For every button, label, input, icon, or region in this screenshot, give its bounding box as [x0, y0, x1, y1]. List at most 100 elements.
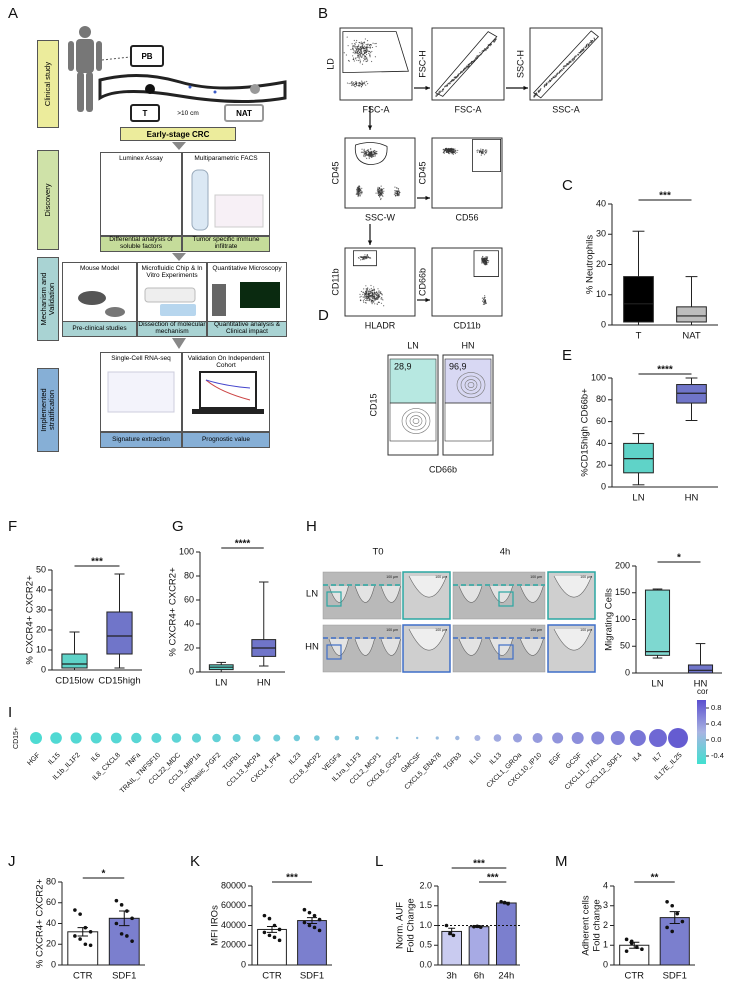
gate [473, 250, 499, 277]
event-dot [361, 151, 363, 153]
event-dot [367, 290, 369, 292]
channel-outline [354, 638, 375, 656]
event-dot [373, 295, 375, 298]
event-dot [563, 67, 565, 69]
event-dot [352, 47, 354, 50]
event-dot [357, 53, 360, 55]
y-tick-label: 20 [596, 460, 606, 470]
event-dot [368, 52, 370, 54]
density-contour [464, 379, 478, 391]
event-dot [366, 60, 368, 62]
scale-bar-label: 100 µm [530, 575, 542, 579]
event-dot [378, 301, 380, 304]
timepoint-label: 4h [500, 547, 511, 558]
panel-label: A [8, 5, 18, 22]
correlation-dot [131, 732, 142, 744]
event-dot [442, 148, 445, 150]
event-dot [480, 151, 483, 153]
event-dot [572, 60, 574, 62]
event-dot [374, 293, 376, 296]
y-tick-label: 40 [184, 618, 194, 628]
event-dot [453, 79, 455, 82]
y-tick-label: 80 [596, 394, 606, 404]
flow-y-label: CD66b [417, 268, 427, 296]
event-dot [483, 259, 485, 262]
event-dot [363, 52, 365, 54]
event-dot [368, 157, 371, 159]
event-dot [363, 149, 365, 152]
density-contour [460, 375, 482, 395]
flow-x-label: CD11b [453, 320, 480, 330]
event-dot [368, 292, 371, 294]
event-dot [452, 153, 455, 155]
event-dot [368, 46, 370, 48]
flow-x-label: CD56 [455, 212, 478, 222]
event-dot [539, 89, 541, 92]
event-dot [365, 47, 367, 49]
panel-caption: Prognostic value [182, 432, 270, 448]
event-dot [360, 151, 363, 153]
data-point [267, 916, 272, 921]
sample-box: PB [130, 45, 164, 67]
event-dot [360, 191, 362, 193]
event-dot [551, 78, 553, 80]
event-dot [354, 85, 356, 88]
panel-label: J [8, 853, 16, 870]
event-dot [355, 193, 357, 195]
significance-label: *** [473, 859, 485, 870]
event-dot [368, 154, 370, 156]
bar [659, 917, 690, 966]
event-dot [379, 196, 381, 198]
icon-torso [76, 39, 94, 73]
event-dot [552, 76, 554, 79]
event-dot [366, 149, 369, 151]
event-dot [367, 256, 369, 258]
correlation-dot [474, 735, 481, 741]
event-dot [357, 47, 359, 49]
event-dot [357, 195, 359, 198]
icon-arm [96, 41, 102, 71]
y-tick-label: 100 [615, 614, 630, 624]
correlation-dot [648, 729, 667, 747]
event-dot [436, 94, 438, 96]
data-point [78, 937, 82, 941]
event-dot [365, 299, 367, 302]
event-dot [584, 46, 586, 49]
event-dot [360, 189, 362, 192]
event-dot [457, 149, 459, 152]
event-dot [373, 153, 375, 155]
data-point [665, 925, 669, 930]
event-dot [360, 55, 362, 58]
event-dot [343, 52, 345, 54]
event-dot [485, 151, 487, 153]
data-point [277, 927, 282, 932]
data-point [262, 930, 267, 935]
event-dot [593, 37, 595, 39]
y-tick-label: 0 [601, 481, 606, 491]
event-dot [352, 46, 354, 48]
event-dot [474, 58, 476, 60]
event-dot [369, 295, 371, 297]
event-dot [478, 151, 481, 153]
event-dot [381, 190, 383, 193]
gate [532, 30, 599, 99]
event-dot [477, 149, 479, 151]
event-dot [483, 263, 485, 265]
event-dot [543, 86, 546, 88]
event-dot [363, 288, 365, 290]
data-point [307, 923, 312, 928]
y-tick-label: 3 [603, 900, 608, 910]
y-tick-label: 1.5 [419, 900, 432, 910]
event-dot [380, 298, 382, 300]
event-dot [482, 261, 484, 263]
event-dot [363, 45, 366, 47]
event-dot [369, 148, 372, 150]
event-dot [568, 61, 570, 63]
error-bar [266, 925, 278, 933]
event-dot [358, 257, 360, 259]
event-dot [351, 84, 353, 87]
y-axis-label: MFI IROs [210, 905, 221, 946]
event-dot [483, 297, 486, 299]
x-tick-label: LN [632, 493, 644, 504]
correlation-dot [110, 732, 122, 744]
